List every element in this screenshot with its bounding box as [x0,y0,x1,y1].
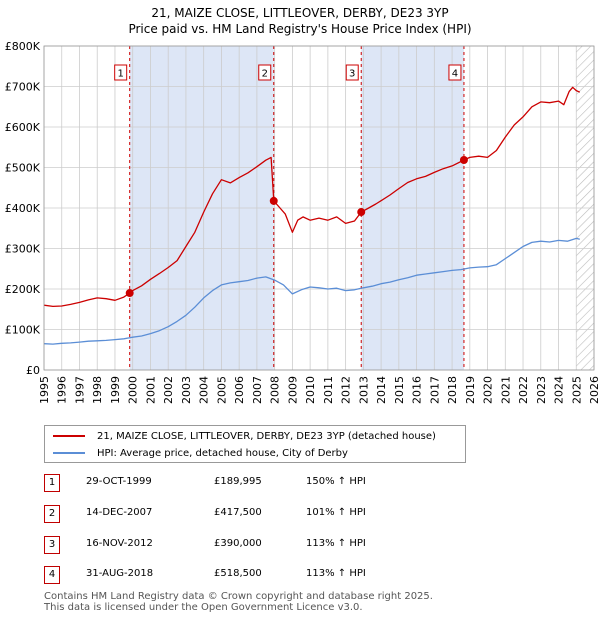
x-tick-label: 2007 [251,376,264,404]
x-tick-label: 2012 [340,376,353,404]
x-tick-label: 2022 [517,376,530,404]
footer-line: Contains HM Land Registry data © Crown c… [44,591,433,602]
transaction-price: £390,000 [214,538,262,549]
transaction-price: £189,995 [214,476,262,487]
x-tick-label: 1999 [109,376,122,404]
footer-line: This data is licensed under the Open Gov… [44,602,363,613]
x-tick-label: 2003 [180,376,193,404]
x-tick-label: 1998 [91,376,104,404]
x-tick-label: 2004 [198,376,211,404]
y-tick-label: £700K [5,81,41,94]
x-tick-label: 2013 [357,376,370,404]
transaction-number: 2 [44,505,60,523]
transaction-number: 1 [44,474,60,492]
x-tick-label: 2000 [127,376,140,404]
sale-label-box [114,64,128,81]
y-tick-label: £600K [5,121,41,134]
x-tick-label: 2015 [393,376,406,404]
transaction-hpi: 113% ↑ HPI [306,538,366,549]
x-tick-label: 1996 [56,376,69,404]
y-tick-label: £100K [5,324,41,337]
y-tick-label: £500K [5,162,41,175]
sale-label-box [448,64,462,81]
x-tick-label: 2016 [411,376,424,404]
transaction-date: 29-OCT-1999 [86,476,152,487]
y-tick-label: £300K [5,243,41,256]
sale-label-box [345,64,359,81]
x-tick-label: 2006 [233,376,246,404]
sale-label-box [258,64,272,81]
x-tick-label: 2026 [588,376,600,404]
y-tick-label: £0 [26,364,40,377]
transaction-row: 4 31-AUG-2018 £518,500 113% ↑ HPI [44,566,564,586]
legend-swatch-property [53,435,85,437]
sale-label-number: 1 [118,69,124,80]
sale-label-number: 2 [262,69,268,80]
legend-item-property: 21, MAIZE CLOSE, LITTLEOVER, DERBY, DE23… [53,428,436,444]
transaction-price: £518,500 [214,568,262,579]
x-tick-label: 2001 [144,376,157,404]
x-tick-label: 2017 [428,376,441,404]
x-tick-label: 2018 [446,376,459,404]
x-tick-label: 2005 [215,376,228,404]
y-tick-label: £200K [5,283,41,296]
y-tick-label: £400K [5,202,41,215]
transaction-number: 3 [44,536,60,554]
transaction-row: 3 16-NOV-2012 £390,000 113% ↑ HPI [44,536,564,556]
property-price-line [43,86,581,308]
x-tick-label: 1995 [38,376,51,404]
legend-item-hpi: HPI: Average price, detached house, City… [53,445,348,461]
x-tick-label: 2010 [304,376,317,404]
transaction-row: 1 29-OCT-1999 £189,995 150% ↑ HPI [44,474,564,494]
legend-label-property: 21, MAIZE CLOSE, LITTLEOVER, DERBY, DE23… [97,430,436,442]
x-tick-label: 2021 [499,376,512,404]
transaction-date: 16-NOV-2012 [86,538,153,549]
x-tick-label: 2008 [269,376,282,404]
price-chart: 1 2 3 4 1995 1996 1997 1998 1999 2000 2001 2002 200… [5,40,600,404]
x-tick-label: 2020 [482,376,495,404]
transaction-date: 14-DEC-2007 [86,507,153,518]
sale-point [269,196,278,205]
transaction-row: 2 14-DEC-2007 £417,500 101% ↑ HPI [44,505,564,525]
hpi-line [43,237,580,345]
chart-title: 21, MAIZE CLOSE, LITTLEOVER, DERBY, DE23… [151,6,449,20]
x-tick-label: 2024 [553,376,566,404]
transaction-number: 4 [44,566,60,584]
x-tick-label: 2009 [286,376,299,404]
footer: Contains HM Land Registry data © Crown c… [44,591,433,613]
y-tick-label: £800K [5,40,41,53]
x-tick-label: 2002 [162,376,175,404]
sale-point [357,208,366,217]
transaction-hpi: 113% ↑ HPI [306,568,366,579]
transaction-date: 31-AUG-2018 [86,568,154,579]
x-tick-label: 2023 [535,376,548,404]
transaction-hpi: 101% ↑ HPI [306,507,366,518]
chart-subtitle: Price paid vs. HM Land Registry's House … [128,22,472,36]
legend-label-hpi: HPI: Average price, detached house, City… [97,447,348,459]
sale-point [459,156,468,165]
transaction-hpi: 150% ↑ HPI [306,476,366,487]
x-tick-label: 2014 [375,376,388,404]
x-tick-label: 2025 [570,376,583,404]
sale-label-number: 4 [452,69,458,80]
x-tick-label: 2011 [322,376,335,404]
legend: 21, MAIZE CLOSE, LITTLEOVER, DERBY, DE23… [44,425,466,463]
legend-swatch-hpi [53,452,85,454]
x-tick-label: 1997 [73,376,86,404]
transaction-price: £417,500 [214,507,262,518]
x-tick-label: 2019 [464,376,477,404]
plot-frame [43,45,595,371]
sale-label-number: 3 [349,69,355,80]
sale-point [125,289,134,298]
